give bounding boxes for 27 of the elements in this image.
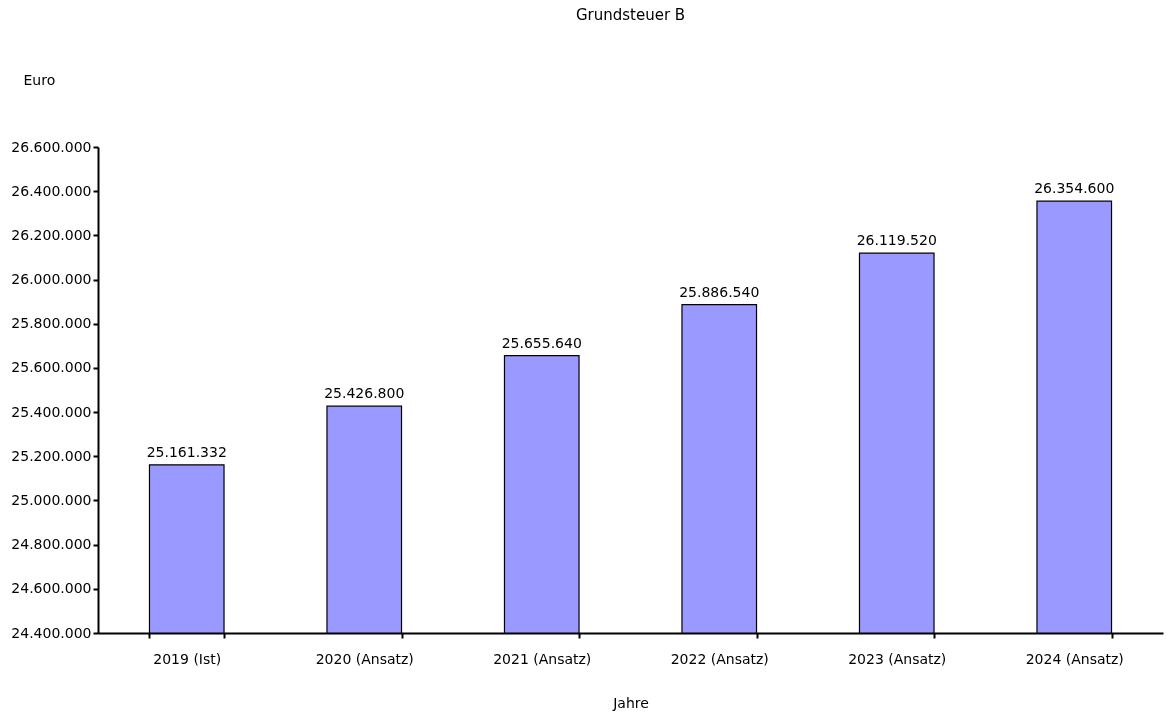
data-label: 25.886.540 xyxy=(679,283,760,300)
y-tick-label: 25.800.000 xyxy=(11,315,92,332)
y-tick-label: 26.600.000 xyxy=(11,138,92,155)
x-axis-title: Jahre xyxy=(612,694,649,711)
chart-title: Grundsteuer B xyxy=(575,6,686,24)
y-tick-label: 25.000.000 xyxy=(11,491,92,508)
y-axis-title: Euro xyxy=(23,71,56,88)
y-tick-label: 26.200.000 xyxy=(11,226,92,243)
y-tick-label: 25.400.000 xyxy=(11,403,92,420)
x-tick-label: 2019 (Ist) xyxy=(153,650,222,667)
data-label: 26.119.520 xyxy=(856,232,937,249)
x-tick-label: 2022 (Ansatz) xyxy=(670,650,769,667)
x-tick-label: 2023 (Ansatz) xyxy=(848,650,947,667)
data-label: 25.426.800 xyxy=(324,385,405,402)
y-tick-label: 25.600.000 xyxy=(11,359,92,376)
data-label: 25.655.640 xyxy=(501,334,582,351)
x-tick-label: 2020 (Ansatz) xyxy=(315,650,414,667)
x-tick-label: 2024 (Ansatz) xyxy=(1025,650,1124,667)
y-tick-label: 26.400.000 xyxy=(11,182,92,199)
y-tick-label: 26.000.000 xyxy=(11,271,92,288)
y-tick-label: 24.800.000 xyxy=(11,536,92,553)
y-tick-label: 24.400.000 xyxy=(11,624,92,641)
y-tick-label: 24.600.000 xyxy=(11,580,92,597)
data-label: 26.354.600 xyxy=(1034,180,1115,197)
data-label: 25.161.332 xyxy=(146,443,227,460)
y-tick-label: 25.200.000 xyxy=(11,447,92,464)
x-tick-label: 2021 (Ansatz) xyxy=(493,650,592,667)
